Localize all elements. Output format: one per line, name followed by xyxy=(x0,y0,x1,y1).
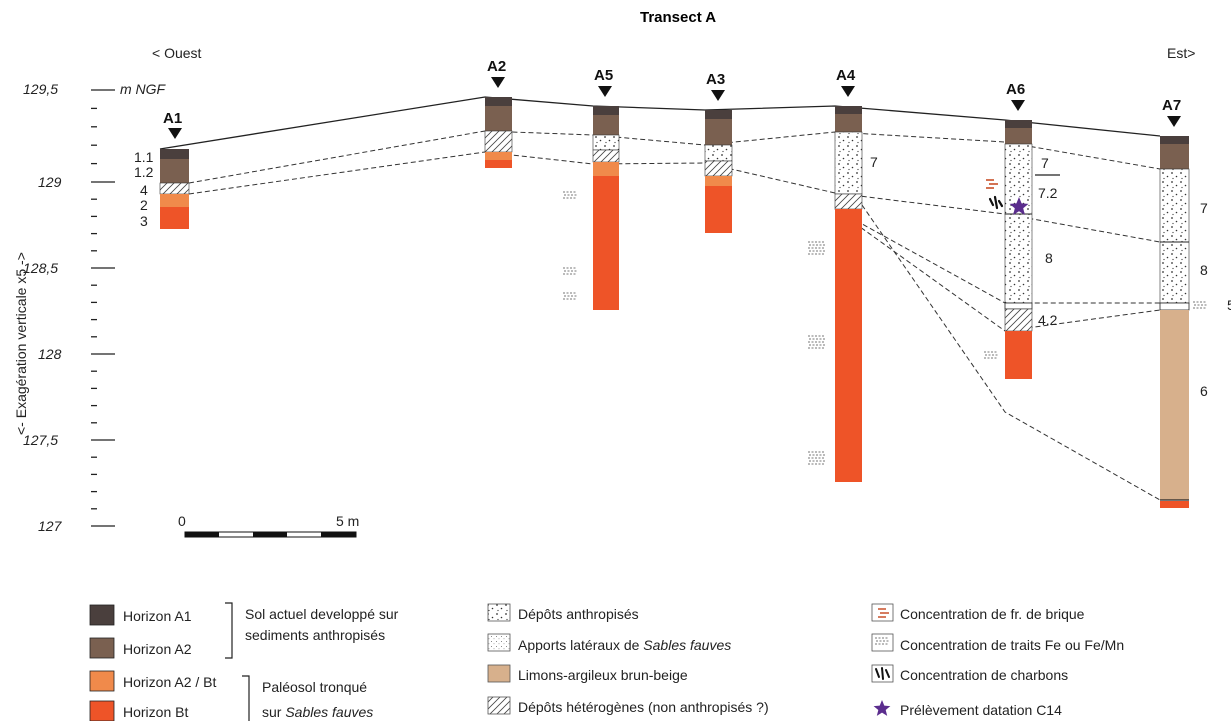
elevation-axis: <- Exagération verticale x5 -> 129,5 m N… xyxy=(13,81,167,534)
core-label-a7: A7 xyxy=(1162,97,1181,114)
core-a6 xyxy=(1004,120,1033,379)
legend-swatch-anthropise xyxy=(487,603,511,622)
core-label-a6: A6 xyxy=(1006,81,1025,98)
legend-bracket-paleosol xyxy=(242,675,250,721)
legend-swatch-limons xyxy=(487,664,511,683)
unit-label-a6-4-2: 4.2 xyxy=(1038,312,1058,328)
axis-tick-label-127: 127 xyxy=(38,518,63,534)
legend-swatch-apports xyxy=(487,633,511,652)
axis-tick-label-129: 129 xyxy=(38,174,62,190)
unit-label-a6-7-2: 7.2 xyxy=(1038,185,1058,201)
legend-group-paleosol-line2: sur Sables fauves xyxy=(262,704,373,720)
core-a1 xyxy=(159,149,190,229)
core-marker-a2 xyxy=(491,77,505,88)
brick-fragments-marker xyxy=(986,179,998,189)
core-headers: A1 A2 A5 A3 A4 A6 A7 xyxy=(163,58,1181,139)
legend-group-paleosol-line1: Paléosol tronqué xyxy=(262,679,367,695)
core-label-a2: A2 xyxy=(487,58,506,75)
scale-bar: 0 5 m xyxy=(178,513,359,538)
unit-label-a7-7: 7 xyxy=(1200,200,1208,216)
legend-brique: Concentration de fr. de brique xyxy=(900,606,1085,622)
legend-horizon-a2: Horizon A2 xyxy=(123,641,192,657)
legend-group-sol-line2: sediments anthropisés xyxy=(245,627,385,643)
unit-label-1-1: 1.1 xyxy=(134,149,154,165)
legend-swatch-heterogenes xyxy=(487,696,511,715)
legend-group-paleosol-sur: sur xyxy=(262,704,285,720)
axis-tick-label-1285: 128,5 xyxy=(23,260,58,276)
unit-label-a7-5: 5 xyxy=(1227,297,1231,313)
unit-label-a6-8: 8 xyxy=(1045,250,1053,266)
legend-star-icon xyxy=(873,700,891,716)
legend-depots-heterogenes: Dépôts hétérogènes (non anthropisés ?) xyxy=(518,699,769,715)
unit-label-a6-7: 7 xyxy=(1041,155,1049,171)
unit-label-a4-7: 7 xyxy=(870,154,878,170)
legend-swatch-horizon-a2 xyxy=(89,637,115,659)
figure-title: Transect A xyxy=(640,9,716,26)
legend: Horizon A1 Horizon A2 Horizon A2 / Bt Ho… xyxy=(89,602,1124,721)
core-label-a1: A1 xyxy=(163,110,182,127)
core-label-a5: A5 xyxy=(594,67,613,84)
core-marker-a6 xyxy=(1011,100,1025,111)
core-a4 xyxy=(834,106,863,482)
legend-depots-anthropises: Dépôts anthropisés xyxy=(518,606,639,622)
scale-bar-start-label: 0 xyxy=(178,513,186,529)
legend-c14: Prélèvement datation C14 xyxy=(900,702,1062,718)
core-marker-a1 xyxy=(168,128,182,139)
core-label-a3: A3 xyxy=(706,71,725,88)
unit-label-4: 4 xyxy=(140,182,148,198)
c14-star-marker xyxy=(1009,197,1029,215)
core-marker-a5 xyxy=(598,86,612,97)
axis-tick-label-128: 128 xyxy=(38,346,62,362)
legend-swatch-horizon-bt xyxy=(89,700,115,721)
unit-label-a7-8: 8 xyxy=(1200,262,1208,278)
axis-exaggeration-label: <- Exagération verticale x5 -> xyxy=(13,252,29,435)
legend-group-sol-line1: Sol actuel developpé sur xyxy=(245,606,399,622)
legend-swatch-horizon-a1 xyxy=(89,604,115,626)
axis-tick-label-1275: 127,5 xyxy=(23,432,58,448)
core-a5 xyxy=(592,106,620,310)
unit-label-3: 3 xyxy=(140,213,148,229)
core-marker-a3 xyxy=(711,90,725,101)
legend-charbons: Concentration de charbons xyxy=(900,667,1068,683)
legend-apports-text: Apports latéraux de xyxy=(518,637,643,653)
legend-apports-lateraux: Apports latéraux de Sables fauves xyxy=(518,637,731,653)
east-label: Est> xyxy=(1167,45,1195,61)
unit-labels: 1.1 1.2 4 2 3 7 7 7.2 8 4.2 7 8 5 6 xyxy=(134,149,1231,399)
legend-swatch-horizon-a2bt xyxy=(89,670,115,692)
legend-swatch-fe xyxy=(871,633,894,652)
legend-fe: Concentration de traits Fe ou Fe/Mn xyxy=(900,637,1124,653)
legend-horizon-a2bt: Horizon A2 / Bt xyxy=(123,674,216,690)
core-marker-a7 xyxy=(1167,116,1181,127)
legend-apports-em: Sables fauves xyxy=(643,637,731,653)
core-a7 xyxy=(1159,136,1190,508)
west-label: < Ouest xyxy=(152,45,202,61)
legend-bracket-sol xyxy=(225,602,233,659)
core-a2 xyxy=(484,97,513,168)
core-marker-a4 xyxy=(841,86,855,97)
legend-limons: Limons-argileux brun-beige xyxy=(518,667,688,683)
scale-bar-end-label: 5 m xyxy=(336,513,359,529)
axis-unit-label: m NGF xyxy=(120,81,167,97)
legend-horizon-a1: Horizon A1 xyxy=(123,608,192,624)
unit-label-a7-6: 6 xyxy=(1200,383,1208,399)
axis-tick-label-1295: 129,5 xyxy=(23,81,58,97)
core-label-a4: A4 xyxy=(836,67,856,84)
legend-group-paleosol-sables: Sables fauves xyxy=(285,704,373,720)
charcoal-marker xyxy=(988,195,1004,210)
core-a3 xyxy=(704,110,733,233)
legend-horizon-bt: Horizon Bt xyxy=(123,704,188,720)
unit-label-2: 2 xyxy=(140,197,148,213)
unit-label-1-2: 1.2 xyxy=(134,164,154,180)
